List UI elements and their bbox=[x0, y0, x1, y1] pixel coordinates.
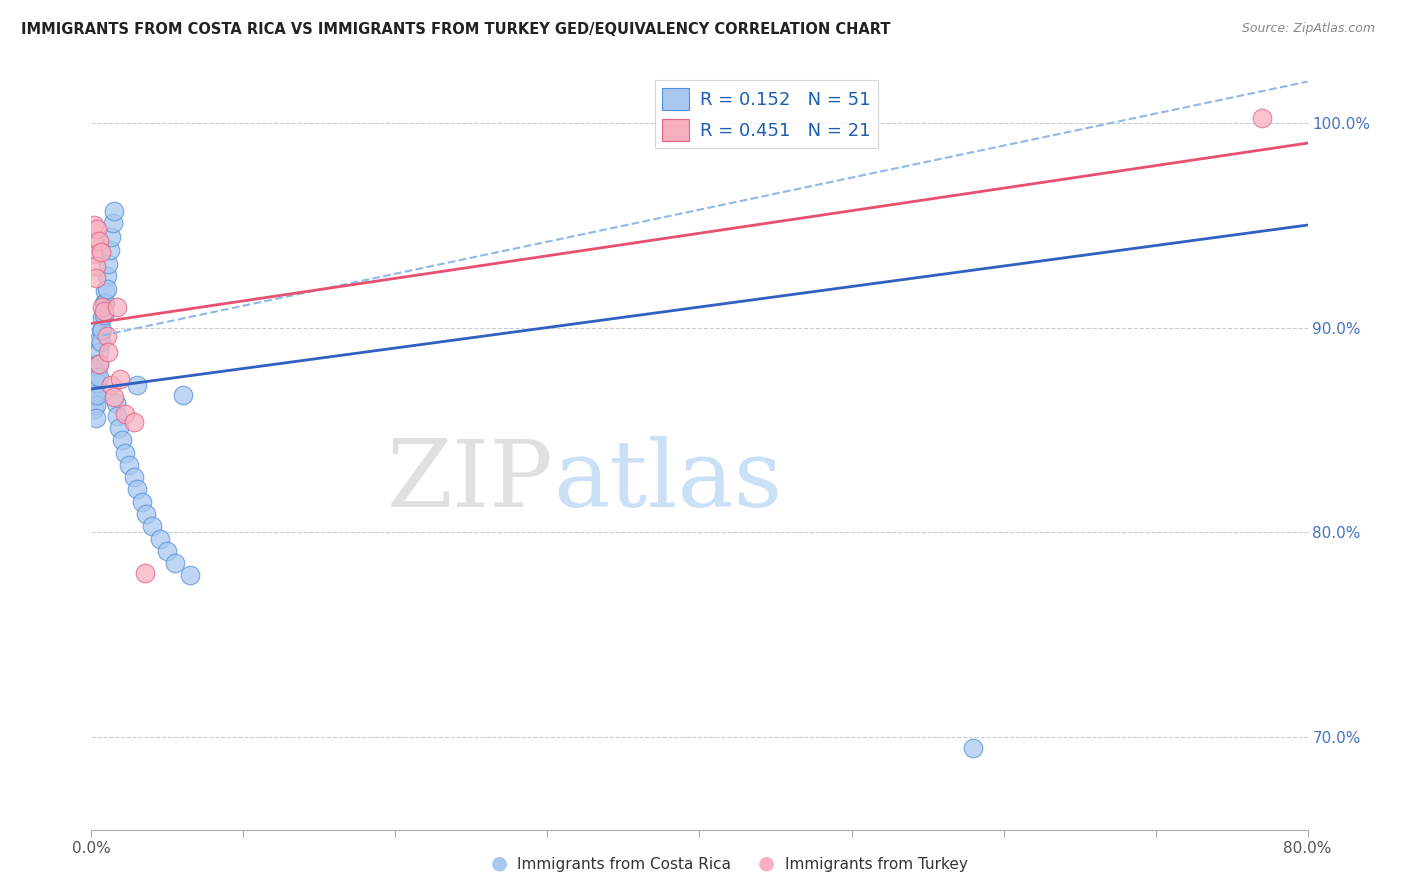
Point bbox=[82, 384, 104, 398]
Point bbox=[87, 358, 110, 372]
Point bbox=[93, 296, 115, 310]
Point bbox=[172, 388, 194, 402]
Point bbox=[86, 388, 108, 402]
Point bbox=[100, 230, 122, 244]
Text: Source: ZipAtlas.com: Source: ZipAtlas.com bbox=[1241, 22, 1375, 36]
Point bbox=[104, 396, 127, 410]
Text: Immigrants from Turkey: Immigrants from Turkey bbox=[785, 857, 967, 872]
Point bbox=[149, 532, 172, 546]
Point bbox=[93, 308, 115, 322]
Point bbox=[122, 415, 145, 429]
Point bbox=[135, 507, 157, 521]
Point bbox=[82, 358, 104, 372]
Text: IMMIGRANTS FROM COSTA RICA VS IMMIGRANTS FROM TURKEY GED/EQUIVALENCY CORRELATION: IMMIGRANTS FROM COSTA RICA VS IMMIGRANTS… bbox=[21, 22, 890, 37]
Text: Immigrants from Costa Rica: Immigrants from Costa Rica bbox=[517, 857, 731, 872]
Point bbox=[86, 366, 108, 380]
Point bbox=[107, 421, 129, 435]
Text: ●: ● bbox=[491, 854, 508, 872]
Point bbox=[125, 483, 148, 497]
Point bbox=[91, 322, 114, 336]
Point bbox=[110, 372, 132, 386]
Point bbox=[97, 257, 120, 271]
Point bbox=[100, 377, 122, 392]
Point bbox=[98, 243, 121, 257]
Point bbox=[83, 218, 105, 232]
Point bbox=[89, 244, 111, 259]
Point bbox=[96, 282, 118, 296]
Point bbox=[163, 556, 186, 570]
Point bbox=[141, 519, 163, 533]
Point bbox=[962, 740, 984, 755]
Point bbox=[87, 369, 110, 384]
Point bbox=[114, 445, 136, 459]
Point bbox=[101, 216, 124, 230]
Point bbox=[103, 390, 125, 404]
Point bbox=[93, 304, 115, 318]
Point bbox=[125, 377, 148, 392]
Point bbox=[89, 334, 111, 349]
Point bbox=[84, 398, 107, 412]
Point bbox=[86, 222, 108, 236]
Point bbox=[94, 296, 117, 310]
Text: atlas: atlas bbox=[554, 436, 783, 525]
Point bbox=[87, 235, 110, 249]
Point bbox=[111, 434, 134, 448]
Text: ●: ● bbox=[758, 854, 775, 872]
Point bbox=[134, 566, 156, 581]
Point bbox=[83, 390, 105, 404]
Point bbox=[87, 333, 110, 347]
Point bbox=[91, 300, 114, 314]
Point bbox=[83, 377, 105, 392]
Point bbox=[96, 269, 118, 284]
Point bbox=[103, 203, 125, 218]
Point bbox=[179, 568, 201, 582]
Point bbox=[84, 259, 107, 273]
Point bbox=[105, 300, 128, 314]
Point bbox=[83, 402, 105, 417]
Legend: R = 0.152   N = 51, R = 0.451   N = 21: R = 0.152 N = 51, R = 0.451 N = 21 bbox=[655, 80, 877, 148]
Point bbox=[82, 372, 104, 386]
Point bbox=[82, 246, 104, 260]
Point bbox=[84, 271, 107, 285]
Point bbox=[87, 345, 110, 359]
Point bbox=[91, 310, 114, 325]
Point bbox=[97, 345, 120, 359]
Point bbox=[131, 494, 153, 508]
Point bbox=[122, 470, 145, 484]
Point bbox=[89, 322, 111, 336]
Point bbox=[114, 407, 136, 421]
Point bbox=[96, 328, 118, 343]
Point bbox=[105, 409, 128, 423]
Point bbox=[84, 410, 107, 425]
Point bbox=[156, 544, 179, 558]
Point bbox=[84, 386, 107, 401]
Point bbox=[94, 284, 117, 298]
Point bbox=[82, 235, 104, 249]
Point bbox=[1251, 112, 1274, 126]
Point bbox=[118, 458, 141, 472]
Point bbox=[84, 376, 107, 390]
Point bbox=[86, 376, 108, 390]
Text: ZIP: ZIP bbox=[387, 436, 554, 525]
Point bbox=[83, 368, 105, 382]
Point bbox=[87, 358, 110, 372]
